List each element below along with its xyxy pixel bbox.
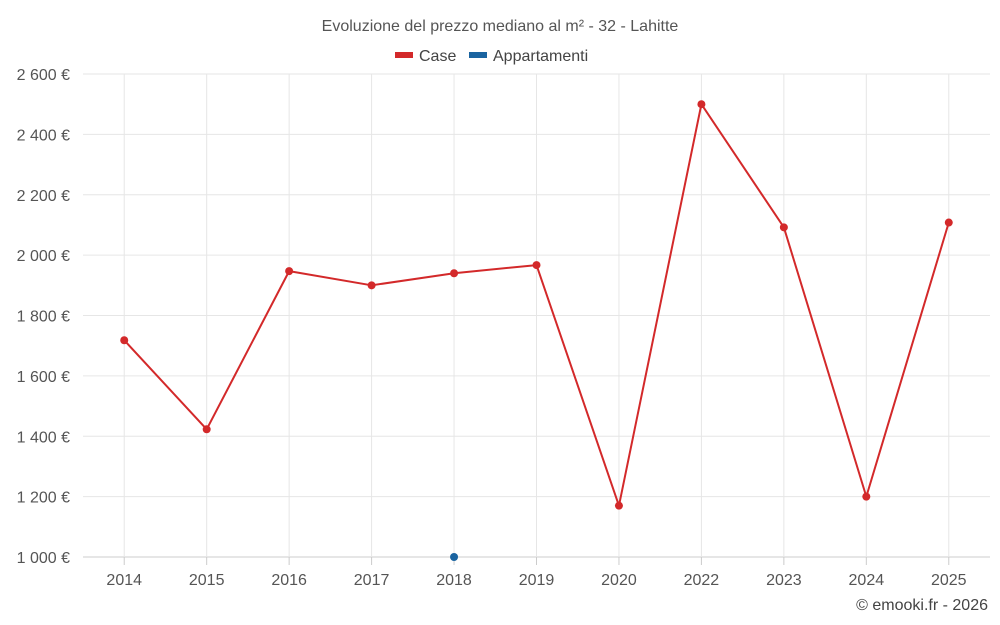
x-axis-ticks: 2014 2015 2016 2017 2018 2019 2020 2022 2023 2024… bbox=[106, 557, 967, 589]
y-tick-label: 1 000 € bbox=[17, 550, 70, 567]
legend-swatch-appartamenti bbox=[469, 52, 487, 58]
data-point-appartamenti[interactable] bbox=[450, 553, 459, 561]
legend-label-appartamenti: Appartamenti bbox=[493, 48, 588, 65]
y-tick-label: 1 200 € bbox=[17, 490, 70, 507]
x-tick-label: 2015 bbox=[189, 572, 225, 589]
legend-item-appartamenti[interactable]: Appartamenti bbox=[469, 48, 588, 65]
data-point-case[interactable] bbox=[120, 336, 129, 345]
data-point-case[interactable] bbox=[450, 269, 459, 278]
y-axis-ticks: 1 000 € 1 200 € 1 400 € 1 600 € 1 800 € 2 000… bbox=[17, 67, 70, 567]
legend-item-case[interactable]: Case bbox=[395, 48, 456, 65]
credit-text: © emooki.fr - 2026 bbox=[856, 597, 988, 614]
x-tick-label: 2016 bbox=[271, 572, 307, 589]
y-tick-label: 2 400 € bbox=[17, 127, 70, 144]
x-tick-label: 2022 bbox=[684, 572, 720, 589]
data-point-case[interactable] bbox=[614, 501, 623, 510]
y-tick-label: 2 200 € bbox=[17, 188, 70, 205]
y-tick-label: 1 400 € bbox=[17, 429, 70, 446]
data-point-case[interactable] bbox=[697, 100, 706, 109]
legend-label-case: Case bbox=[419, 48, 456, 65]
data-point-case[interactable] bbox=[285, 267, 294, 276]
grid bbox=[83, 73, 990, 558]
x-tick-label: 2024 bbox=[849, 572, 885, 589]
x-tick-label: 2023 bbox=[766, 572, 802, 589]
chart-title: Evoluzione del prezzo mediano al m² - 32… bbox=[322, 18, 679, 35]
x-tick-label: 2020 bbox=[601, 572, 637, 589]
x-tick-label: 2014 bbox=[106, 572, 142, 589]
y-tick-label: 1 800 € bbox=[17, 309, 70, 326]
data-point-case[interactable] bbox=[202, 425, 211, 434]
x-tick-label: 2025 bbox=[931, 572, 967, 589]
series-layer bbox=[120, 100, 953, 561]
data-point-case[interactable] bbox=[862, 492, 871, 501]
x-tick-label: 2018 bbox=[436, 572, 472, 589]
y-tick-label: 2 000 € bbox=[17, 248, 70, 265]
data-point-case[interactable] bbox=[779, 223, 788, 232]
x-tick-label: 2017 bbox=[354, 572, 390, 589]
data-point-case[interactable] bbox=[944, 218, 953, 227]
legend: Case Appartamenti bbox=[395, 48, 588, 65]
data-point-case[interactable] bbox=[532, 261, 541, 270]
x-tick-label: 2019 bbox=[519, 572, 555, 589]
y-tick-label: 1 600 € bbox=[17, 369, 70, 386]
y-tick-label: 2 600 € bbox=[17, 67, 70, 84]
data-point-case[interactable] bbox=[367, 281, 376, 290]
legend-swatch-case bbox=[395, 52, 413, 58]
